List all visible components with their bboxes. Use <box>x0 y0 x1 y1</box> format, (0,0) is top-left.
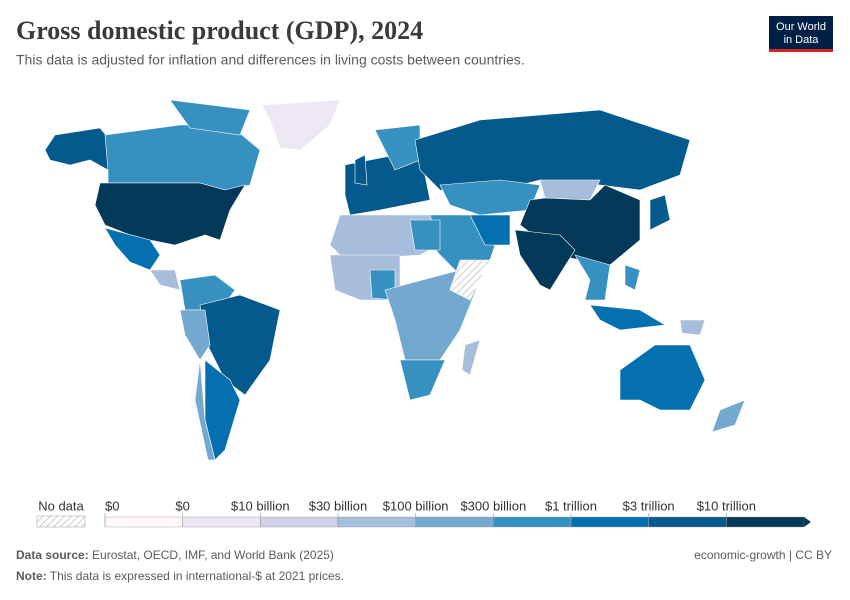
legend-label: $100 billion <box>383 498 449 513</box>
country[interactable] <box>414 109 691 196</box>
legend-label: $10 trillion <box>697 498 756 513</box>
country[interactable] <box>574 254 611 301</box>
legend-swatch <box>104 516 183 528</box>
source: Data source: Eurostat, OECD, IMF, and Wo… <box>16 548 334 562</box>
logo-text: Our World <box>776 21 826 33</box>
legend-arrow <box>804 517 811 527</box>
country[interactable] <box>624 264 641 291</box>
legend-swatch <box>493 516 572 528</box>
country[interactable] <box>469 214 511 246</box>
subtitle: This data is adjusted for inflation and … <box>16 52 525 68</box>
legend-label: $3 trillion <box>623 498 675 513</box>
country[interactable] <box>439 179 541 216</box>
legend-label: $10 billion <box>231 498 290 513</box>
title: Gross domestic product (GDP), 2024 <box>16 16 423 45</box>
country[interactable] <box>399 359 446 401</box>
country[interactable] <box>44 127 111 171</box>
legend-label: $30 billion <box>309 498 368 513</box>
country[interactable] <box>589 304 666 331</box>
footer: Data source: Eurostat, OECD, IMF, and Wo… <box>16 548 832 583</box>
country[interactable] <box>94 182 246 246</box>
country[interactable] <box>149 269 181 291</box>
source-label: Data source: <box>16 548 89 562</box>
logo-underline <box>769 49 833 52</box>
country[interactable] <box>409 219 441 251</box>
note: Note: This data is expressed in internat… <box>16 569 344 583</box>
country[interactable] <box>461 339 481 376</box>
country[interactable] <box>649 194 671 231</box>
logo[interactable]: Our World in Data <box>769 16 833 52</box>
legend-swatch <box>415 516 494 528</box>
legend-label: $0 <box>105 498 119 513</box>
legend-swatch <box>337 516 416 528</box>
country[interactable] <box>514 229 576 291</box>
license[interactable]: economic-growth | CC BY <box>694 548 832 562</box>
country[interactable] <box>261 99 341 151</box>
legend-no-data: No data <box>38 498 84 513</box>
legend: No data $0 $0 $10 billion $30 billion $100 b… <box>36 498 811 528</box>
country[interactable] <box>619 344 706 411</box>
country[interactable] <box>679 319 706 336</box>
note-text: This data is expressed in international-… <box>50 569 344 583</box>
legend-swatch <box>570 516 649 528</box>
country[interactable] <box>354 154 368 186</box>
legend-swatch <box>726 516 805 528</box>
country[interactable] <box>179 309 211 361</box>
world-map <box>44 99 746 461</box>
country[interactable] <box>449 259 491 301</box>
legend-swatch <box>260 516 339 528</box>
legend-label: $0 <box>175 498 189 513</box>
legend-swatch <box>182 516 261 528</box>
note-label: Note: <box>16 569 47 583</box>
logo-box <box>769 16 833 50</box>
legend-label: $300 billion <box>460 498 526 513</box>
legend-no-data-swatch <box>36 515 86 528</box>
source-text: Eurostat, OECD, IMF, and World Bank (202… <box>92 548 334 562</box>
legend-swatch <box>648 516 727 528</box>
logo-text: in Data <box>784 34 820 46</box>
country[interactable] <box>169 99 251 136</box>
country[interactable] <box>194 359 216 461</box>
country[interactable] <box>711 399 746 433</box>
legend-label: $1 trillion <box>545 498 597 513</box>
country[interactable] <box>539 179 601 201</box>
country[interactable] <box>374 124 421 171</box>
